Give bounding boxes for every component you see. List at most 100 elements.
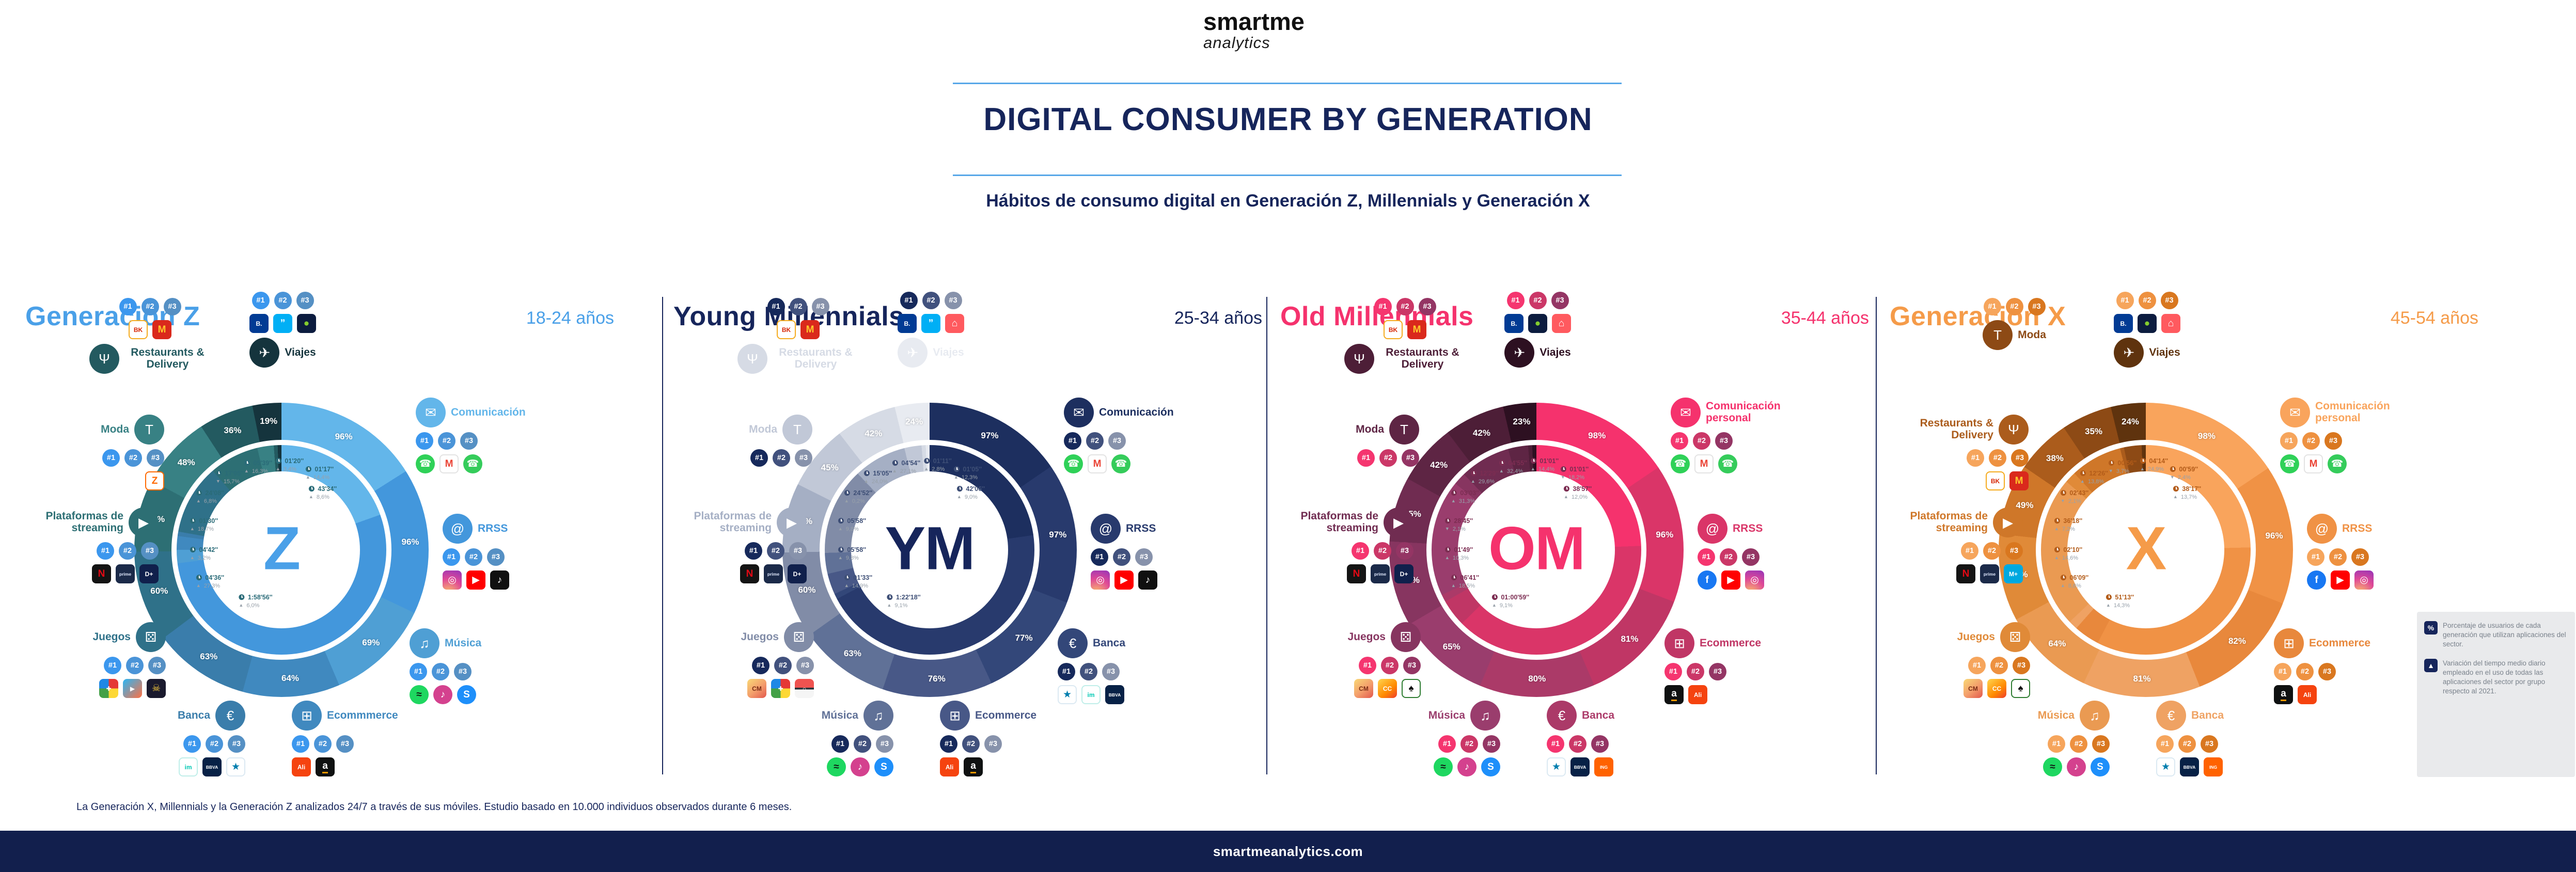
app-glyph: ≈ bbox=[834, 761, 839, 772]
daily-time-label: 28'45'' ▼ 2,1% bbox=[1444, 517, 1473, 533]
variation-value: ▲ 9,1% bbox=[1491, 603, 1513, 609]
app-glyph: prime bbox=[1983, 571, 1996, 577]
category-name: Banca bbox=[1582, 709, 1615, 721]
clock-icon bbox=[2060, 575, 2066, 581]
rank-badge: #2 bbox=[124, 449, 142, 467]
clock-icon bbox=[2080, 470, 2086, 477]
app-icon-youtube: ▶ bbox=[1114, 570, 1134, 590]
category-music: Música ♫ #1 #2 #3 ≈ ♪ S bbox=[1366, 701, 1500, 776]
triangle-up-icon: ▲ bbox=[953, 474, 959, 480]
time-value: 28'45'' bbox=[1444, 517, 1473, 526]
rank-badges: #1 #2 #3 bbox=[252, 292, 314, 309]
rank-badge: #2 bbox=[1374, 542, 1391, 560]
rank-badge: #3 bbox=[944, 292, 962, 309]
rank-badge: #3 bbox=[876, 735, 893, 753]
category-header: ✈ Viajes bbox=[249, 338, 316, 368]
penetration-percent-label: 97% bbox=[1049, 529, 1067, 540]
category-header: ✉ Comunicación personal bbox=[1671, 398, 1800, 427]
time-value: 38'57'' bbox=[1563, 485, 1592, 494]
app-glyph: S bbox=[2097, 761, 2103, 772]
app-glyph: ☎ bbox=[2331, 458, 2344, 469]
rank-badge: #2 bbox=[2296, 663, 2314, 680]
category-name: Juegos bbox=[1957, 630, 1995, 643]
legend-text: Porcentaje de usuarios de cada generació… bbox=[2443, 622, 2566, 648]
category-header: Plataformas de streaming ▶ bbox=[1897, 508, 2023, 537]
penetration-percent-label: 96% bbox=[401, 536, 419, 547]
triangle-up-icon: ▲ bbox=[1451, 583, 1456, 589]
app-glyph: M bbox=[2309, 458, 2318, 469]
category-header: @ RRSS bbox=[443, 514, 567, 544]
time-value: 01'30'' bbox=[190, 517, 218, 526]
rank-badge: #1 bbox=[1352, 542, 1369, 560]
rank-badge: #3 bbox=[1403, 657, 1421, 674]
category-name: Juegos bbox=[1347, 630, 1386, 643]
time-value: 04'55'' bbox=[1499, 459, 1527, 468]
app-icon-gmail: M bbox=[1694, 454, 1714, 473]
rank-badge: #3 bbox=[795, 449, 812, 467]
category-communication: ✉ Comunicación personal #1 #2 #3 ☎ M ☎ bbox=[1671, 398, 1800, 473]
app-glyph: ≈ bbox=[2050, 761, 2055, 772]
category-cutlery: #1 #2 #3 BK M Ψ Restaurants & Delivery bbox=[89, 298, 211, 374]
app-icon-youtube: ▶ bbox=[1721, 570, 1740, 590]
variation-value: ▲ 9,1% bbox=[887, 603, 908, 609]
app-icon-gmail: M bbox=[2304, 454, 2323, 473]
category-name: Música bbox=[821, 709, 858, 721]
app-glyph: D+ bbox=[793, 570, 802, 578]
time-value: 24'52'' bbox=[844, 489, 872, 498]
category-header: ✉ Comunicación bbox=[416, 398, 545, 427]
app-glyph: ▶ bbox=[130, 685, 135, 692]
clock-icon bbox=[2054, 547, 2060, 553]
rank-badge: #1 bbox=[900, 292, 918, 309]
category-game-blocks: Juegos ⚄ #1 #2 #3 CM CC ♠ bbox=[1896, 622, 2030, 698]
category-name: Moda bbox=[1356, 423, 1384, 435]
app-icon-solitaire: ♠ bbox=[2011, 679, 2030, 698]
category-header: Juegos ⚄ bbox=[92, 622, 166, 652]
passport-icon: ✈ bbox=[1504, 338, 1535, 368]
app-icon-shazam: S bbox=[874, 757, 893, 776]
daily-time-label: 02'43'' ▼ 2,1% bbox=[2060, 489, 2088, 505]
app-glyph: a bbox=[322, 760, 328, 773]
app-icon-burgerking: BK bbox=[129, 320, 148, 339]
variation-value: ▼ 2,1% bbox=[2060, 498, 2081, 505]
top-apps-row: B. ” ⌂ bbox=[898, 314, 964, 333]
daily-time-label: 05'39'' ▲ 16,3% bbox=[244, 459, 272, 475]
app-glyph: ▶ bbox=[472, 575, 480, 585]
app-icon-spotify: ≈ bbox=[1434, 757, 1453, 776]
rank-badge: #3 bbox=[2028, 298, 2046, 315]
app-icon-airbnb: ⌂ bbox=[945, 314, 964, 333]
clock-icon bbox=[190, 518, 196, 524]
rank-badges: #1 #2 #3 bbox=[1359, 657, 1421, 674]
app-icon-aliexpress: Ali bbox=[1688, 685, 1707, 704]
rank-badge: #1 bbox=[102, 449, 120, 467]
category-shopping-bags: ⊞ Ecommmerce #1 #2 #3 Ali a bbox=[292, 701, 421, 776]
rank-badge: #3 bbox=[1102, 663, 1120, 680]
rank-badges: #1 #2 #3 bbox=[416, 432, 545, 450]
rank-badge: #1 bbox=[2048, 735, 2065, 753]
triangle-up-icon: ▲ bbox=[196, 498, 201, 504]
variation-value: ▲ 29,6% bbox=[1470, 479, 1495, 485]
app-icon-ing: ING bbox=[1594, 757, 1613, 776]
daily-time-label: 05'58'' ▲ 9,8% bbox=[838, 517, 866, 533]
time-value: 1:58'56'' bbox=[239, 593, 273, 602]
rank-badge: #1 bbox=[416, 432, 433, 450]
app-glyph: im bbox=[1087, 691, 1095, 699]
generation-center-label: OM bbox=[1488, 514, 1585, 583]
rank-badge: #1 bbox=[1698, 548, 1715, 566]
clock-icon bbox=[956, 486, 963, 492]
app-icon-disney: D+ bbox=[1394, 564, 1413, 583]
panel-generacion-x: Generación X45-54 añosX98%96%82%81%64%60… bbox=[1888, 292, 2487, 800]
penetration-percent-label: 64% bbox=[2048, 638, 2066, 648]
app-glyph: M bbox=[2015, 475, 2023, 486]
category-name: Restaurants & Delivery bbox=[1386, 346, 1459, 370]
tshirt-icon: T bbox=[134, 415, 164, 445]
triangle-up-icon: ▲ bbox=[1563, 494, 1568, 500]
app-icon-youtube: ▶ bbox=[2331, 570, 2350, 590]
category-social-network: @ RRSS #1 #2 #3 f ▶ ◎ bbox=[2307, 514, 2431, 590]
shopping-bags-icon: ⊞ bbox=[292, 701, 322, 731]
rank-badge: #1 bbox=[1664, 663, 1682, 680]
top-apps-row: CM ✚ ○ bbox=[747, 679, 814, 698]
app-glyph: S bbox=[463, 689, 470, 700]
category-music: Música ♫ #1 #2 #3 ≈ ♪ S bbox=[1975, 701, 2110, 776]
